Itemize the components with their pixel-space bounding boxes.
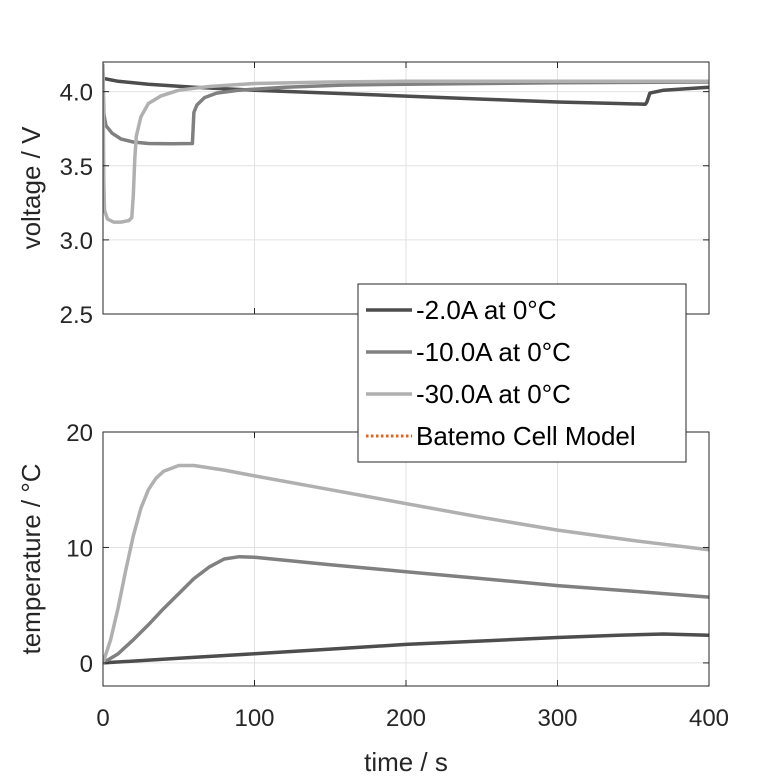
series-line-2 [103, 70, 709, 146]
legend-label-series-2: -10.0A at 0°C [416, 337, 571, 367]
legend-label-series-1: -2.0A at 0°C [416, 295, 556, 325]
x-tick-label: 200 [386, 705, 426, 732]
series-line-3 [103, 463, 709, 665]
y-axis-label: voltage / V [16, 126, 46, 250]
legend-label-series-3: -30.0A at 0°C [416, 379, 571, 409]
x-axis-label: time / s [364, 747, 448, 777]
series-line-2 [103, 554, 709, 665]
y-tick-label: 3.5 [60, 154, 93, 181]
x-tick-label: 400 [689, 705, 729, 732]
legend-label-model: Batemo Cell Model [416, 421, 636, 451]
y-tick-label: 2.5 [60, 302, 93, 329]
series-line-1 [103, 76, 709, 106]
x-tick-label: 300 [537, 705, 577, 732]
y-tick-label: 20 [66, 420, 93, 447]
y-tick-label: 4.0 [60, 80, 93, 107]
series-group [103, 463, 709, 665]
x-tick-label: 0 [96, 705, 109, 732]
series-group [103, 63, 709, 224]
y-tick-label: 0 [80, 651, 93, 678]
y-tick-label: 3.0 [60, 228, 93, 255]
series-line-3 [103, 63, 709, 224]
y-axis-label: temperature / °C [16, 463, 46, 654]
x-tick-label: 100 [234, 705, 274, 732]
legend: -2.0A at 0°C -10.0A at 0°C -30.0A at 0°C… [357, 283, 687, 463]
y-tick-label: 10 [66, 535, 93, 562]
legend-box [357, 283, 687, 463]
series-line-1 [103, 632, 709, 665]
